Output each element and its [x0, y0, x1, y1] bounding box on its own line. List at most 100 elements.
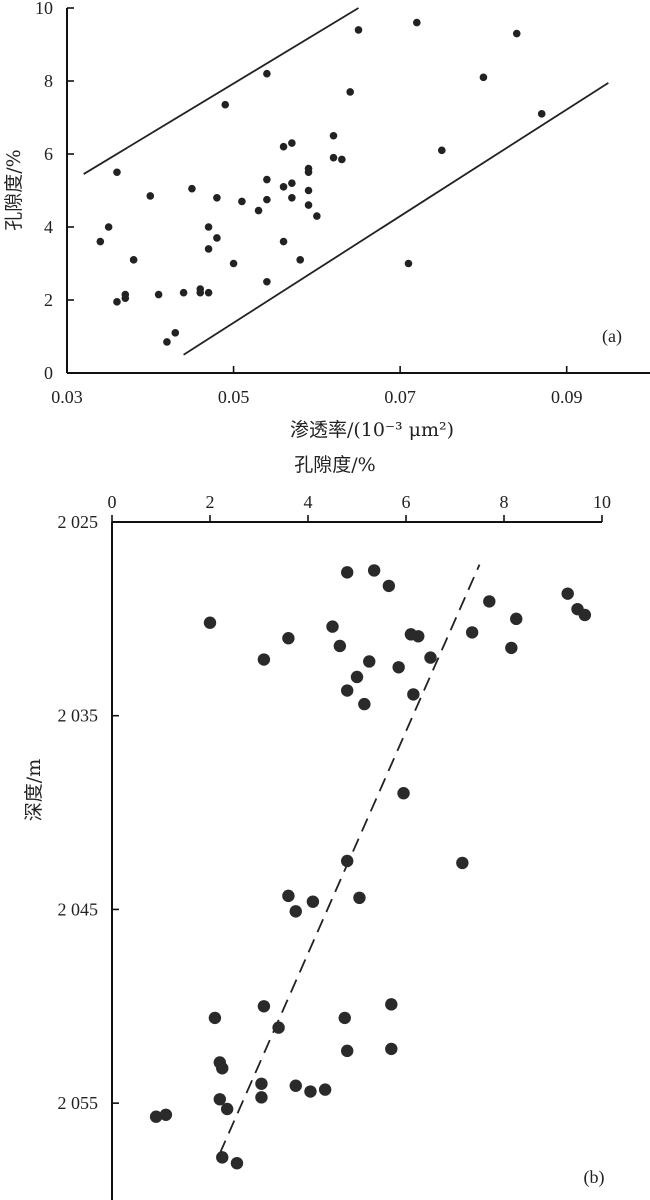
panel-a-data-point [238, 197, 246, 206]
panel-b-data-point [255, 1091, 268, 1104]
panel-b-scatter-points [149, 564, 592, 1170]
panel-b-data-point [358, 697, 371, 711]
panel-a-data-point [338, 155, 346, 164]
panel-b-data-point [282, 632, 295, 645]
panel-a-data-point [512, 29, 521, 38]
panel-b-data-point [326, 620, 339, 633]
panel-b-data-point [510, 612, 523, 626]
panel-a-data-point [263, 195, 271, 204]
panel-a-data-point [221, 100, 230, 109]
panel-a-y-tick-label: 0 [44, 363, 53, 383]
panel-b-data-point [304, 1085, 317, 1098]
panel-a-data-point [537, 110, 546, 118]
panel-b-data-point [208, 1011, 222, 1025]
panel-a-data-point [121, 290, 130, 299]
panel-a-data-point [171, 329, 180, 337]
panel-a-data-point [296, 256, 305, 264]
panel-b-data-point [213, 1093, 226, 1106]
panel-a-data-point [304, 168, 313, 177]
panel-a-chart: 0.03 0.05 0.07 0.09 0 2 4 6 8 10 孔隙度/% 渗透率/(10⁻³ … [3, 0, 650, 441]
panel-b-data-point [407, 688, 420, 701]
panel-a-x-axis-label: 渗透率/(10⁻³ μm²) [290, 419, 454, 441]
panel-b-data-point [397, 787, 410, 800]
panel-a-data-point [104, 223, 113, 231]
panel-b-data-point [578, 608, 592, 622]
panel-a-data-point [263, 277, 271, 286]
panel-b-data-point [341, 684, 354, 697]
panel-a-data-point [288, 194, 296, 202]
panel-a-y-tick-label: 8 [44, 71, 53, 91]
panel-b-label: (b) [584, 1167, 605, 1188]
panel-b-data-point [338, 1011, 351, 1025]
panel-a-data-point [154, 290, 163, 299]
panel-b-x-tick-label: 0 [108, 492, 117, 512]
panel-a-x-tick-label: 0.03 [51, 387, 83, 407]
panel-a-data-point [188, 184, 196, 193]
panel-a-data-point [413, 18, 421, 27]
panel-b-axes: 0 2 4 6 8 10 2 025 2 035 2 045 2 055 [58, 492, 611, 1200]
panel-a-data-point [146, 192, 155, 200]
panel-a-label: (a) [602, 326, 622, 347]
panel-b-data-point [289, 1079, 302, 1092]
panel-a-data-point [213, 194, 221, 202]
panel-a-x-tick-label: 0.07 [384, 387, 416, 407]
panel-a-data-point [204, 245, 213, 253]
panel-b-data-point [203, 616, 217, 629]
panel-a-data-point [263, 175, 271, 184]
panel-a-data-point [196, 288, 205, 297]
panel-a-axes: 0.03 0.05 0.07 0.09 0 2 4 6 8 10 [35, 0, 650, 407]
panel-a-data-point [288, 139, 296, 147]
panel-b-y-tick-label: 2 035 [58, 706, 99, 726]
panel-b-data-point [505, 641, 518, 655]
panel-a-reference-line [83, 7, 359, 175]
panel-a-data-point [329, 153, 338, 162]
panel-b-data-point [159, 1108, 173, 1121]
panel-b-data-point [392, 661, 405, 674]
panel-b-data-point [272, 1021, 285, 1034]
panel-b-data-point [149, 1110, 163, 1123]
panel-b-data-point [282, 889, 295, 903]
panel-b-data-point [306, 895, 320, 908]
panel-a-y-tick-label: 10 [35, 0, 53, 18]
panel-a-data-point [279, 183, 288, 191]
panel-a-data-point [404, 259, 413, 268]
panel-b-x-tick-label: 6 [402, 492, 411, 512]
panel-b-data-point [367, 564, 381, 577]
panel-a-data-point [204, 288, 213, 297]
panel-b-data-point [255, 1077, 268, 1090]
panel-b-data-point [333, 639, 347, 653]
panel-a-scatter-points [96, 18, 546, 346]
panel-b-data-point [385, 998, 398, 1011]
panel-a-data-point [354, 26, 363, 34]
panel-a-data-point [304, 186, 313, 195]
panel-a-data-point [96, 237, 105, 246]
panel-b-x-tick-label: 8 [500, 492, 509, 512]
panel-a-data-point [204, 223, 213, 231]
panel-b-data-point [220, 1102, 234, 1116]
panel-a-data-point [313, 212, 321, 220]
panel-a-data-point [437, 146, 446, 155]
panel-b-data-point [318, 1083, 332, 1096]
panel-b-data-point [341, 854, 354, 868]
panel-a-data-point [279, 142, 288, 151]
panel-b-y-tick-label: 2 045 [58, 899, 99, 919]
panel-a-data-point [279, 237, 288, 246]
panel-a-y-tick-label: 2 [44, 290, 53, 310]
panel-b-data-point [341, 566, 354, 579]
panel-a-data-point [288, 179, 296, 187]
panel-b-y-axis-label: 深度/m [23, 759, 45, 821]
panel-b-data-point [289, 905, 302, 918]
panel-b-data-point [412, 630, 425, 643]
panel-b-data-point [363, 655, 376, 668]
panel-b-data-point [385, 1042, 398, 1056]
panel-a-reference-line [183, 82, 609, 356]
panel-b-data-point [216, 1062, 229, 1075]
panel-a-data-point [304, 201, 313, 209]
panel-b-data-point [465, 626, 479, 639]
panel-b-x-tick-label: 2 [206, 492, 215, 512]
panel-a-y-axis-label: 孔隙度/% [3, 149, 25, 230]
panel-b-y-tick-label: 2 055 [58, 1093, 99, 1113]
panel-b-data-point [341, 1044, 354, 1058]
panel-a-data-point [329, 131, 338, 140]
